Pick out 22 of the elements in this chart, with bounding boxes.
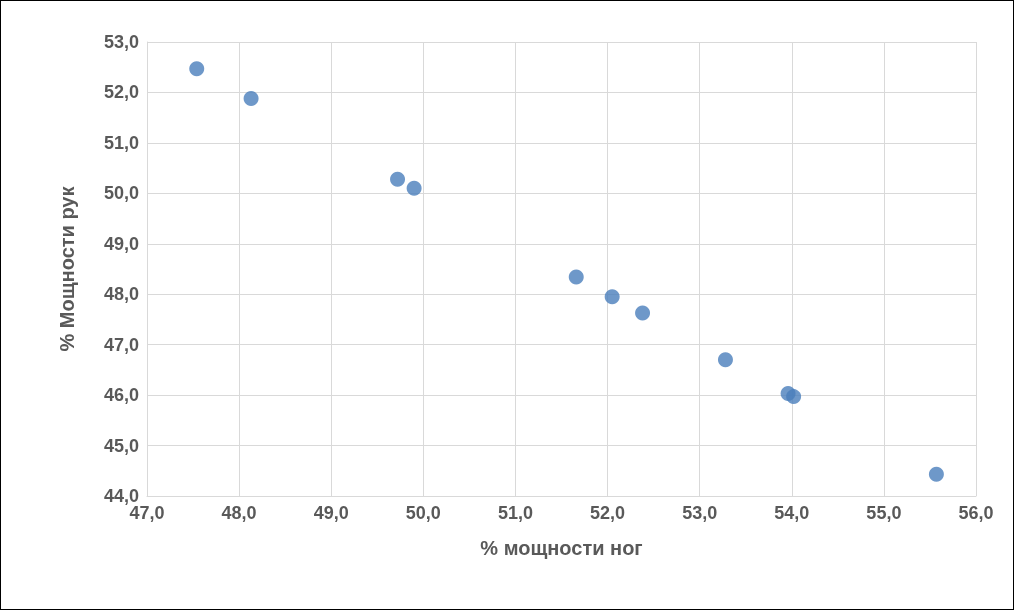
x-axis-title: % мощности ног (480, 537, 643, 559)
x-tick-label: 53,0 (682, 503, 718, 523)
x-tick-label: 55,0 (866, 503, 902, 523)
x-tick-label: 49,0 (313, 503, 349, 523)
y-tick-label: 53,0 (103, 32, 139, 52)
y-tick-label: 45,0 (103, 435, 139, 456)
x-tick-label: 52,0 (590, 503, 626, 523)
y-tick-label: 47,0 (103, 334, 139, 355)
y-tick-label: 50,0 (103, 183, 139, 204)
y-tick-label: 44,0 (103, 486, 139, 506)
x-tick-label: 54,0 (774, 503, 810, 523)
x-tick-label: 50,0 (405, 503, 441, 523)
x-tick-label: 47,0 (129, 503, 165, 523)
y-tick-label: 46,0 (103, 385, 139, 406)
y-axis-title: % Мощности рук (56, 185, 78, 352)
y-tick-label: 48,0 (103, 284, 139, 305)
y-tick-label: 51,0 (103, 132, 139, 153)
x-tick-label: 48,0 (221, 503, 257, 523)
y-tick-label: 52,0 (103, 82, 139, 103)
y-tick-label: 49,0 (103, 233, 139, 254)
x-tick-label: 51,0 (497, 503, 533, 523)
x-tick-label: 56,0 (958, 503, 994, 523)
